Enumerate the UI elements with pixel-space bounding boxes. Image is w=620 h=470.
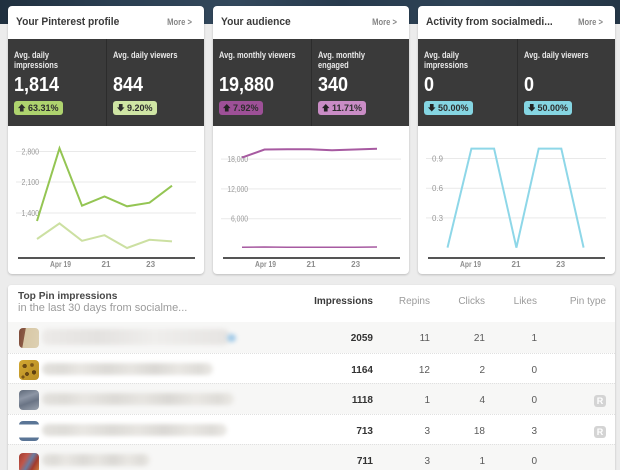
svg-text:Apr 19: Apr 19 (460, 260, 481, 269)
svg-text:0.9: 0.9 (432, 155, 444, 164)
svg-text:21: 21 (307, 260, 317, 269)
svg-text:18,000: 18,000 (227, 155, 248, 164)
svg-text:12,000: 12,000 (227, 185, 248, 194)
svg-text:23: 23 (146, 260, 156, 269)
svg-text:0.3: 0.3 (432, 214, 444, 223)
svg-text:Apr 19: Apr 19 (255, 260, 276, 269)
svg-text:2,800: 2,800 (22, 148, 40, 157)
svg-text:Apr 19: Apr 19 (50, 260, 71, 269)
svg-text:6,000: 6,000 (231, 215, 248, 224)
svg-text:23: 23 (351, 260, 361, 269)
svg-text:23: 23 (556, 260, 566, 269)
svg-text:21: 21 (102, 260, 112, 269)
svg-text:2,100: 2,100 (22, 178, 40, 187)
svg-text:0.6: 0.6 (432, 184, 444, 193)
svg-text:1,400: 1,400 (22, 209, 40, 218)
svg-text:21: 21 (512, 260, 522, 269)
